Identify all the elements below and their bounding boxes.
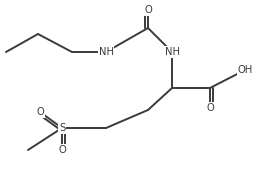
Text: S: S xyxy=(59,123,65,133)
Text: O: O xyxy=(36,107,44,117)
Text: O: O xyxy=(206,103,214,113)
Text: OH: OH xyxy=(237,65,253,75)
Text: O: O xyxy=(58,145,66,155)
Text: NH: NH xyxy=(98,47,114,57)
Text: O: O xyxy=(144,5,152,15)
Text: NH: NH xyxy=(164,47,180,57)
